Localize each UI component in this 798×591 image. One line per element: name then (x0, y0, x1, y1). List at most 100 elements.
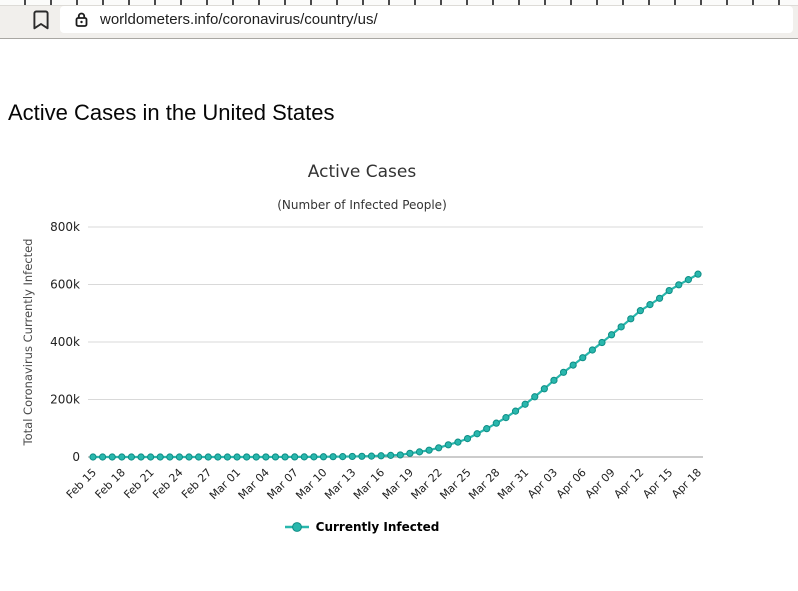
data-point[interactable] (646, 301, 654, 309)
data-point[interactable] (579, 354, 587, 362)
y-tick-label: 600k (50, 278, 80, 292)
data-point[interactable] (166, 453, 174, 461)
data-point[interactable] (127, 453, 136, 461)
x-tick-label: Feb 21 (121, 466, 156, 501)
data-point[interactable] (367, 452, 376, 460)
data-point[interactable] (694, 270, 702, 278)
data-point[interactable] (300, 453, 308, 461)
y-tick-label: 200k (50, 393, 80, 407)
data-point[interactable] (406, 449, 414, 457)
x-tick-label: Apr 03 (525, 466, 560, 501)
x-tick-label: Apr 12 (611, 466, 646, 501)
x-tick-label: Mar 07 (265, 466, 301, 502)
data-point[interactable] (252, 453, 260, 461)
x-tick-label: Apr 06 (554, 466, 589, 501)
data-point[interactable] (319, 453, 328, 461)
data-point[interactable] (655, 294, 664, 302)
x-tick-label: Apr 09 (583, 466, 618, 501)
data-point[interactable] (559, 368, 568, 376)
x-tick-label: Feb 24 (150, 466, 185, 501)
data-point[interactable] (99, 453, 107, 461)
data-point[interactable] (243, 453, 251, 461)
x-tick-label: Mar 01 (207, 466, 243, 502)
data-point[interactable] (195, 453, 203, 461)
data-point[interactable] (339, 453, 347, 461)
y-axis-title: Total Coronavirus Currently Infected (21, 239, 35, 447)
data-point[interactable] (492, 419, 500, 427)
x-tick-label: Mar 28 (466, 466, 502, 502)
y-tick-label: 0 (72, 450, 80, 464)
active-cases-chart[interactable]: 0 200k 400k 600k 800k Total Coronavirus Curre… (18, 218, 706, 513)
x-tick-label: Mar 10 (293, 466, 329, 502)
data-point[interactable] (588, 346, 596, 354)
data-point[interactable] (358, 452, 366, 460)
x-tick-label: Mar 31 (495, 466, 531, 502)
data-point[interactable] (521, 400, 529, 408)
data-point[interactable] (118, 453, 126, 461)
data-point[interactable] (377, 452, 385, 460)
data-point[interactable] (454, 438, 462, 446)
x-tick-label: Mar 04 (236, 466, 272, 502)
legend-label: Currently Infected (315, 520, 440, 534)
data-point[interactable] (617, 323, 625, 331)
series-line-currently-infected (93, 273, 699, 459)
data-point[interactable] (214, 453, 222, 461)
x-tick-label: Mar 13 (322, 466, 358, 502)
data-point[interactable] (425, 446, 433, 454)
data-point[interactable] (233, 453, 241, 461)
chart-subtitle: (Number of Infected People) (277, 198, 447, 212)
address-bar[interactable]: worldometers.info/coronavirus/country/us… (60, 6, 793, 33)
data-point[interactable] (137, 453, 145, 461)
data-point[interactable] (156, 453, 164, 461)
x-tick-label: Mar 19 (380, 466, 416, 502)
data-point[interactable] (675, 281, 683, 289)
data-point[interactable] (463, 435, 472, 443)
data-point[interactable] (598, 338, 606, 347)
data-point[interactable] (627, 315, 635, 323)
data-point[interactable] (473, 430, 481, 438)
data-point[interactable] (607, 331, 616, 339)
x-tick-label: Apr 18 (669, 466, 704, 501)
data-point[interactable] (291, 453, 299, 461)
data-point[interactable] (329, 453, 337, 461)
legend-item-currently-infected[interactable]: Currently Infected (18, 517, 706, 537)
chart-title: Active Cases (307, 162, 417, 182)
x-tick-label: Mar 16 (351, 466, 387, 502)
data-point[interactable] (348, 452, 356, 461)
tab-strip (0, 0, 798, 6)
data-point[interactable] (550, 376, 558, 384)
data-point[interactable] (262, 453, 270, 461)
data-point[interactable] (569, 361, 577, 369)
data-point[interactable] (147, 453, 155, 461)
data-point[interactable] (396, 451, 404, 459)
y-tick-label: 400k (50, 335, 80, 349)
data-point[interactable] (108, 453, 116, 461)
data-point[interactable] (444, 441, 452, 449)
series-markers[interactable] (89, 270, 702, 461)
data-point[interactable] (511, 407, 520, 415)
data-point[interactable] (665, 286, 673, 295)
data-point[interactable] (185, 453, 193, 461)
x-tick-label: Mar 22 (409, 466, 445, 502)
data-point[interactable] (175, 453, 184, 461)
data-point[interactable] (387, 451, 395, 459)
data-point[interactable] (271, 453, 280, 461)
data-point[interactable] (540, 385, 548, 393)
data-point[interactable] (435, 444, 443, 452)
data-point[interactable] (636, 307, 644, 315)
data-point[interactable] (310, 453, 318, 461)
lock-icon[interactable] (75, 12, 88, 27)
data-point[interactable] (684, 276, 693, 284)
data-point[interactable] (204, 453, 212, 461)
data-point[interactable] (281, 453, 289, 461)
x-tick-label: Mar 25 (437, 466, 473, 502)
bookmark-icon[interactable] (33, 10, 49, 30)
data-point[interactable] (223, 453, 232, 461)
browser-toolbar: worldometers.info/coronavirus/country/us… (0, 0, 798, 39)
data-point[interactable] (531, 393, 539, 401)
data-point[interactable] (415, 448, 424, 456)
y-tick-label: 800k (50, 220, 80, 234)
data-point[interactable] (89, 453, 97, 461)
data-point[interactable] (483, 425, 491, 433)
data-point[interactable] (502, 414, 510, 422)
